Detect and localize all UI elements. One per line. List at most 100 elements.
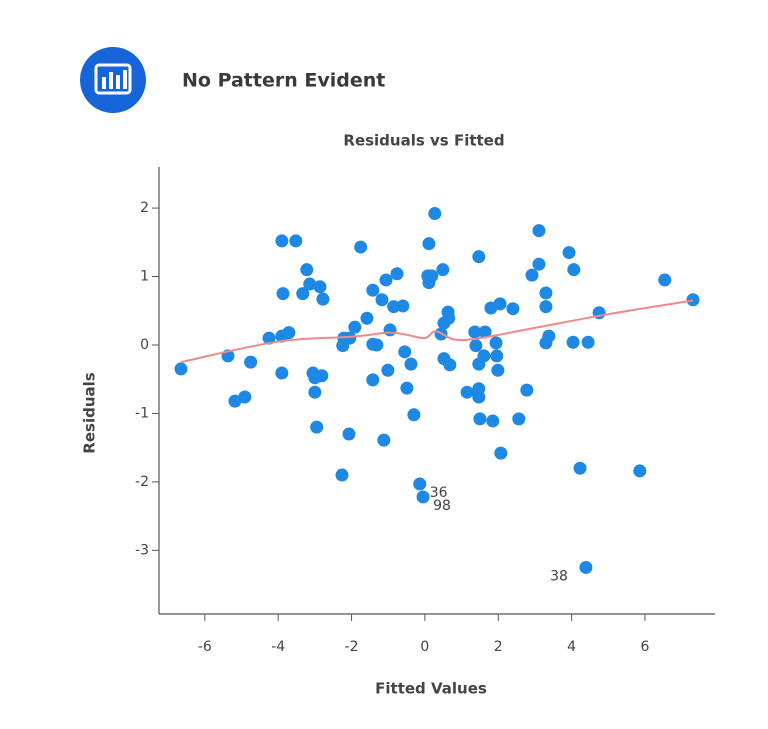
y-tick-label: 2 <box>140 200 149 216</box>
data-point <box>525 268 539 282</box>
data-point <box>316 292 330 306</box>
data-point <box>416 490 430 504</box>
data-point <box>478 325 492 339</box>
point-annotation: 98 <box>433 498 451 514</box>
data-point <box>473 412 487 426</box>
data-point <box>491 363 505 377</box>
data-point <box>520 383 534 397</box>
header-icon <box>80 47 146 113</box>
data-point <box>506 302 520 316</box>
x-axis-label: Fitted Values <box>375 680 487 698</box>
x-tick-label: 4 <box>567 639 576 655</box>
data-point <box>562 246 576 260</box>
data-point <box>262 331 276 345</box>
data-point <box>633 464 647 478</box>
point-annotation: 38 <box>550 568 568 584</box>
data-point <box>390 267 404 281</box>
data-point <box>579 560 593 574</box>
data-point <box>335 468 349 482</box>
data-point <box>228 394 242 408</box>
data-point <box>404 357 418 371</box>
data-point <box>658 273 672 287</box>
data-point <box>436 263 450 277</box>
data-point <box>342 427 356 441</box>
data-point <box>532 257 546 271</box>
data-point <box>398 345 412 359</box>
data-point <box>375 293 389 307</box>
data-point <box>282 326 296 340</box>
y-tick-label: 0 <box>140 337 149 353</box>
y-axis-label: Residuals <box>81 372 99 453</box>
data-point <box>413 477 427 491</box>
data-point <box>303 277 317 291</box>
data-point <box>370 338 384 352</box>
x-tick-label: 2 <box>494 639 503 655</box>
data-point <box>289 234 303 248</box>
data-point <box>566 335 580 349</box>
data-point <box>366 283 380 297</box>
data-point <box>428 207 442 221</box>
y-tick-label: 1 <box>140 269 149 285</box>
data-point <box>425 269 439 283</box>
data-point <box>396 299 410 313</box>
header-title: No Pattern Evident <box>182 70 385 92</box>
data-point <box>366 373 380 387</box>
data-point <box>686 293 700 307</box>
x-tick-label: 0 <box>420 639 429 655</box>
data-point <box>360 311 374 325</box>
data-point <box>532 224 546 238</box>
data-point <box>310 420 324 434</box>
data-point <box>422 237 436 251</box>
data-point <box>379 273 393 287</box>
data-point <box>477 349 491 363</box>
data-point <box>486 414 500 428</box>
data-point <box>539 300 553 314</box>
data-point <box>276 287 290 301</box>
data-point <box>348 320 362 334</box>
y-tick-label: -1 <box>135 405 149 421</box>
point-annotation: 36 <box>430 485 448 501</box>
data-point <box>354 240 368 254</box>
data-point <box>313 280 327 294</box>
data-point <box>377 433 391 447</box>
data-point <box>512 412 526 426</box>
data-point <box>472 250 486 264</box>
data-point <box>539 286 553 300</box>
data-point <box>308 385 322 399</box>
data-point <box>460 385 474 399</box>
data-point <box>300 263 314 277</box>
smooth-line <box>180 299 694 364</box>
data-point <box>443 358 457 372</box>
data-point <box>494 446 508 460</box>
y-tick-label: -2 <box>135 474 149 490</box>
data-point <box>567 263 581 277</box>
data-point <box>400 381 414 395</box>
data-point <box>407 408 421 422</box>
x-tick-label: -6 <box>198 639 212 655</box>
data-point <box>573 461 587 475</box>
data-point <box>315 369 329 383</box>
data-point <box>383 323 397 337</box>
x-tick-label: -2 <box>345 639 359 655</box>
data-point <box>244 355 258 369</box>
data-point <box>343 331 357 345</box>
data-point <box>489 336 503 350</box>
y-tick-label: -3 <box>135 542 149 558</box>
data-point <box>238 390 252 404</box>
data-point <box>442 311 456 325</box>
data-point <box>275 366 289 380</box>
data-point <box>472 390 486 404</box>
x-tick-label: -4 <box>271 639 285 655</box>
data-point <box>469 339 483 353</box>
data-point <box>542 329 556 343</box>
data-point <box>275 234 289 248</box>
data-point <box>174 362 188 376</box>
data-point <box>296 287 310 301</box>
data-point <box>490 349 504 363</box>
data-point <box>581 335 595 349</box>
data-point <box>381 363 395 377</box>
data-point <box>468 325 482 339</box>
x-tick-label: 6 <box>640 639 649 655</box>
data-point <box>493 297 507 311</box>
